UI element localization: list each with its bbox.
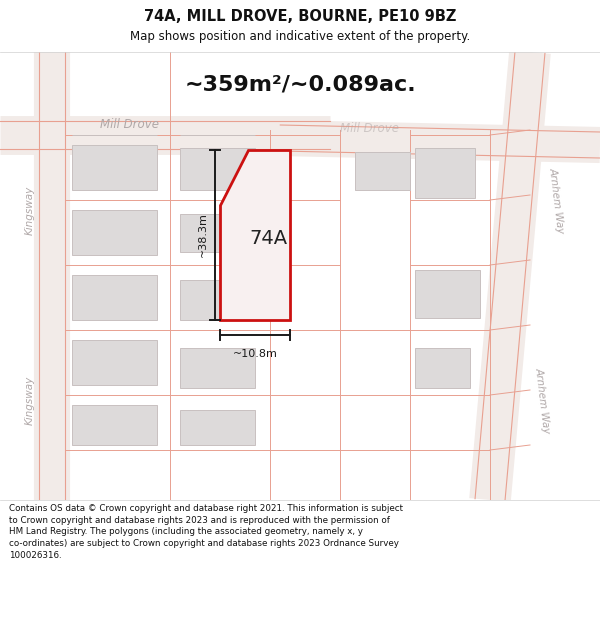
Bar [180, 148, 255, 190]
Text: Kingsway: Kingsway [25, 376, 35, 424]
Text: Contains OS data © Crown copyright and database right 2021. This information is : Contains OS data © Crown copyright and d… [9, 504, 403, 560]
Bar [72, 145, 157, 190]
Text: 74A, MILL DROVE, BOURNE, PE10 9BZ: 74A, MILL DROVE, BOURNE, PE10 9BZ [144, 9, 456, 24]
Text: ~10.8m: ~10.8m [233, 349, 277, 359]
Bar [355, 152, 410, 190]
Bar [72, 210, 157, 255]
Text: Mill Drove: Mill Drove [101, 119, 160, 131]
Polygon shape [220, 150, 290, 320]
Bar [415, 270, 480, 318]
Bar [72, 405, 157, 445]
Bar [72, 340, 157, 385]
Text: Arnhem Way: Arnhem Way [534, 366, 552, 434]
Text: ~38.3m: ~38.3m [198, 213, 208, 258]
Bar [415, 148, 475, 198]
Text: 74A: 74A [249, 229, 287, 248]
Bar [180, 214, 255, 252]
Bar [180, 280, 255, 320]
Text: ~359m²/~0.089ac.: ~359m²/~0.089ac. [184, 75, 416, 95]
Text: Arnhem Way: Arnhem Way [548, 166, 566, 234]
Bar [415, 348, 470, 388]
Bar [180, 348, 255, 388]
Bar [180, 410, 255, 445]
Bar [72, 275, 157, 320]
Text: Map shows position and indicative extent of the property.: Map shows position and indicative extent… [130, 29, 470, 42]
Text: Kingsway: Kingsway [25, 186, 35, 234]
Text: Mill Drove: Mill Drove [341, 121, 400, 134]
